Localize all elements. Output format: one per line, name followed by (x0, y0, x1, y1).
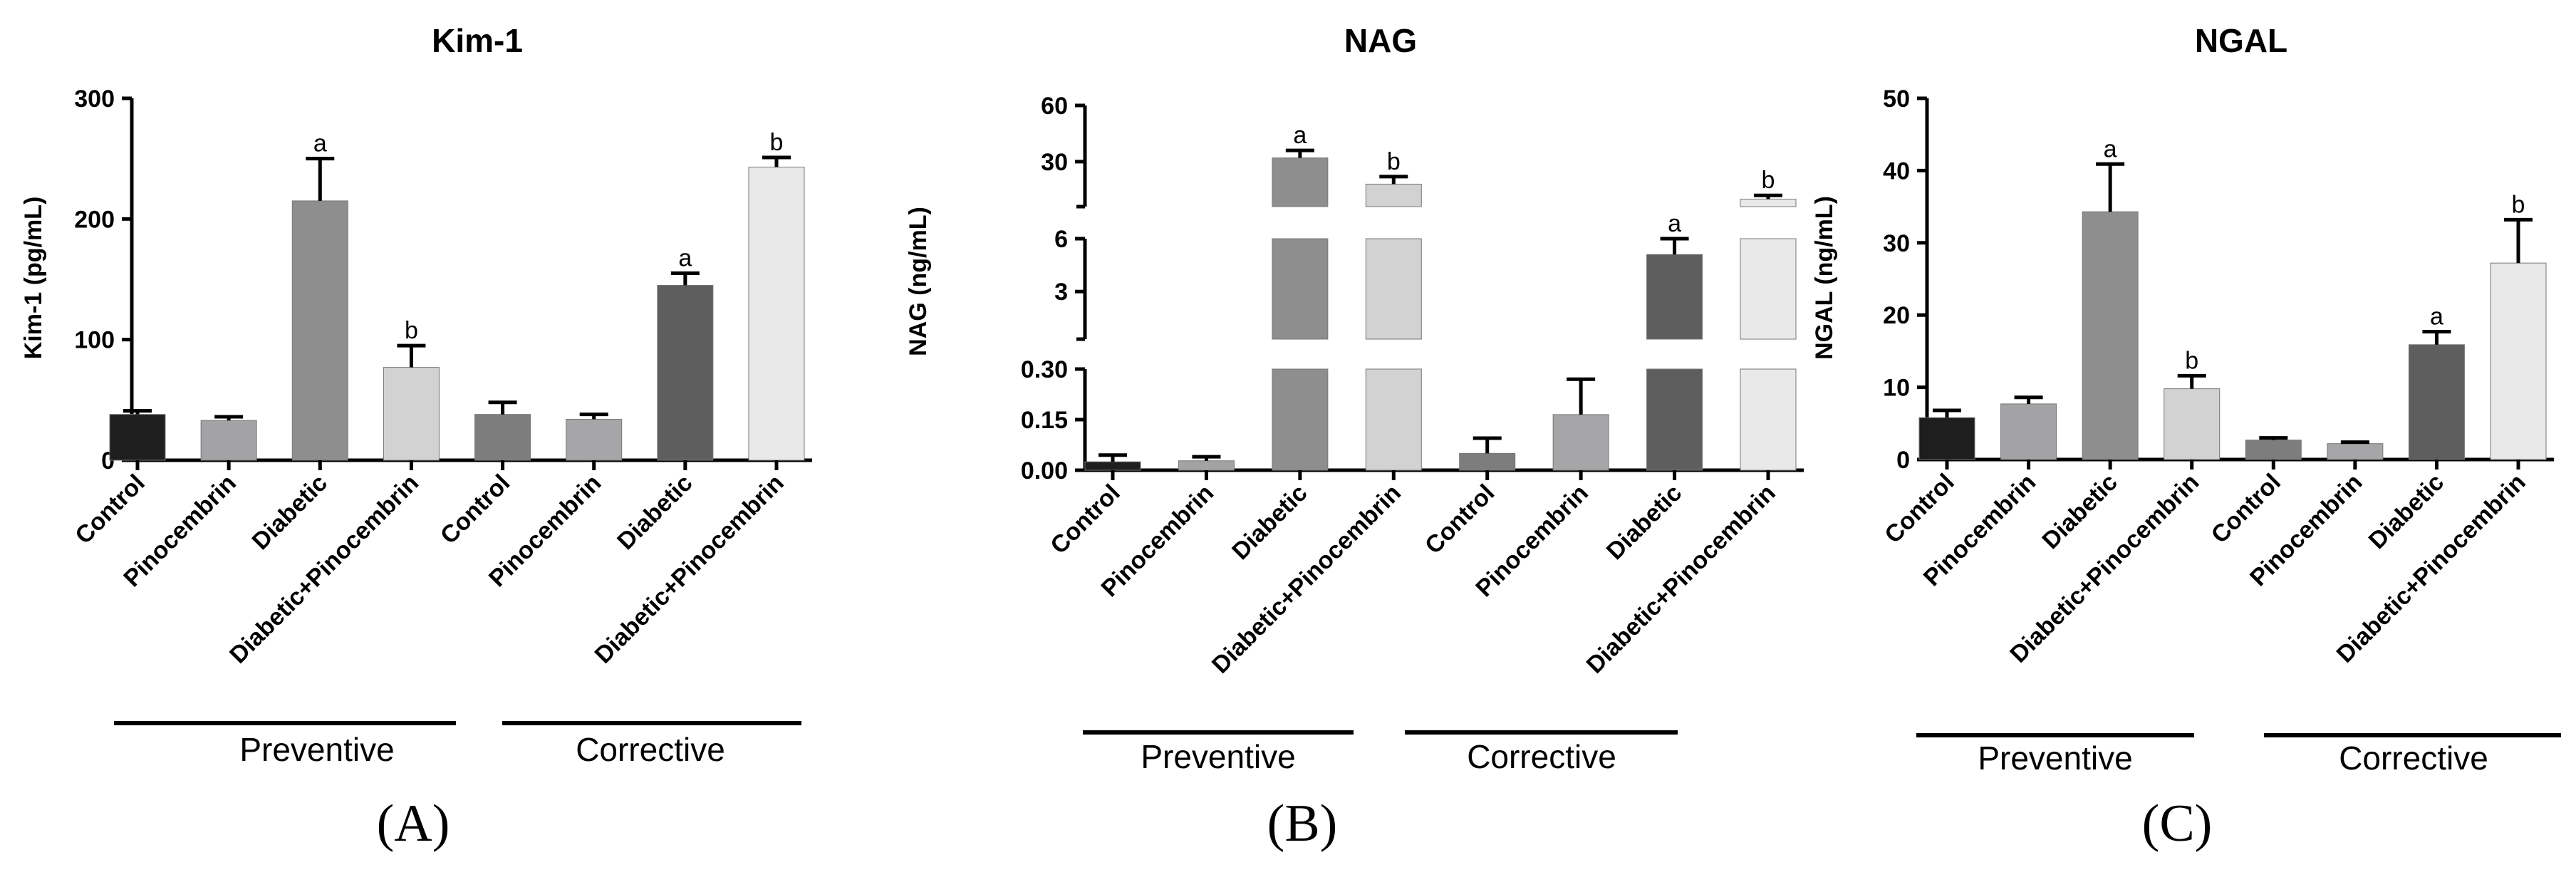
group-label: Corrective (2339, 740, 2488, 777)
x-tick-label: Diabetic+Pinocembrin (590, 470, 789, 669)
y-tick-label: 200 (74, 206, 115, 233)
chart-title: NGAL (2195, 22, 2287, 59)
bar (1365, 238, 1422, 340)
bar (748, 167, 805, 461)
x-tick-label: Control (1045, 479, 1125, 559)
y-tick-label: 50 (1883, 85, 1910, 113)
y-tick-label: 0.15 (1021, 407, 1068, 434)
significance-label: b (405, 317, 418, 344)
y-tick-label: 3 (1054, 279, 1068, 306)
y-tick-label: 60 (1041, 93, 1068, 120)
y-tick-label: 30 (1883, 230, 1910, 257)
x-tick-label: Diabetic (2364, 469, 2449, 554)
x-tick-label: Diabetic (612, 470, 697, 555)
y-tick-label: 20 (1883, 302, 1910, 329)
x-tick-label: Diabetic+Pinocembrin (1207, 479, 1406, 679)
bar (2327, 443, 2384, 460)
bar (1272, 238, 1329, 340)
y-tick-label: 100 (74, 327, 115, 354)
bar (1646, 368, 1703, 471)
bar (657, 284, 714, 461)
bar (2082, 211, 2139, 460)
y-tick-label: 0.30 (1021, 356, 1068, 383)
bar (2490, 262, 2547, 460)
bar (1084, 461, 1141, 471)
significance-label: b (2185, 347, 2198, 374)
x-tick-label: Diabetic (2037, 469, 2122, 554)
y-axis-label: NAG (ng/mL) (905, 207, 932, 356)
bar (1918, 417, 1975, 460)
bar (1552, 414, 1609, 471)
x-tick-label: Diabetic+Pinocembrin (1582, 479, 1781, 679)
bar (2164, 388, 2221, 460)
bar (1646, 254, 1703, 340)
significance-label: a (313, 130, 327, 157)
bar (566, 418, 623, 461)
chart-title: NAG (1344, 22, 1417, 59)
x-tick-label: Diabetic (247, 470, 333, 555)
significance-label: b (1762, 167, 1775, 194)
bar (200, 420, 257, 461)
group-label: Preventive (239, 731, 394, 768)
bar (109, 414, 166, 461)
bar (291, 200, 348, 461)
y-tick-label: 300 (74, 85, 115, 113)
bar (2408, 344, 2465, 460)
y-tick-label: 6 (1054, 226, 1068, 253)
significance-label: b (1387, 148, 1401, 175)
significance-label: a (1293, 122, 1307, 149)
bar (474, 414, 531, 461)
y-tick-label: 10 (1883, 375, 1910, 402)
significance-label: a (2104, 135, 2117, 162)
significance-label: b (2512, 191, 2525, 218)
significance-label: a (678, 245, 692, 272)
x-tick-label: Control (435, 470, 515, 549)
bar (1740, 198, 1797, 207)
bar (1459, 452, 1516, 471)
bar (1740, 238, 1797, 340)
y-tick-label: 40 (1883, 157, 1910, 185)
bar (1365, 368, 1422, 471)
x-tick-label: Control (2206, 469, 2286, 549)
y-axis-label: NGAL (ng/mL) (1811, 196, 1838, 360)
chart-title: Kim-1 (432, 22, 523, 59)
panel-label: (B) (1267, 794, 1338, 853)
panel-label: (C) (2142, 794, 2213, 853)
y-tick-label: 30 (1041, 149, 1068, 176)
significance-label: b (770, 129, 784, 156)
bar (2245, 440, 2302, 460)
significance-label: a (1668, 210, 1681, 237)
bar (383, 367, 440, 461)
bar (2000, 403, 2057, 460)
x-tick-label: Control (1879, 469, 1959, 549)
y-tick-label: 0.00 (1021, 457, 1068, 484)
group-label: Preventive (1141, 738, 1295, 775)
y-tick-label: 0 (1896, 447, 1910, 474)
bar (1365, 183, 1422, 207)
panel-label: (A) (377, 794, 450, 853)
bar (1272, 368, 1329, 471)
x-tick-label: Diabetic+Pinocembrin (224, 470, 424, 669)
bar (1178, 460, 1235, 471)
x-tick-label: Control (1420, 479, 1500, 559)
x-tick-label: Diabetic (1601, 479, 1687, 565)
bar (1272, 157, 1329, 207)
group-label: Corrective (576, 731, 725, 768)
x-tick-label: Diabetic (1227, 479, 1312, 565)
group-label: Preventive (1978, 740, 2132, 777)
group-label: Corrective (1467, 738, 1616, 775)
x-tick-label: Control (70, 470, 150, 549)
bar (1740, 368, 1797, 471)
y-axis-label: Kim-1 (pg/mL) (20, 197, 47, 360)
chart-panel-b: NAG NAG (ng/mL) 0.00 0.15 0.30 3 6 30 60 Control P… (905, 22, 1804, 853)
significance-label: a (2430, 304, 2443, 331)
